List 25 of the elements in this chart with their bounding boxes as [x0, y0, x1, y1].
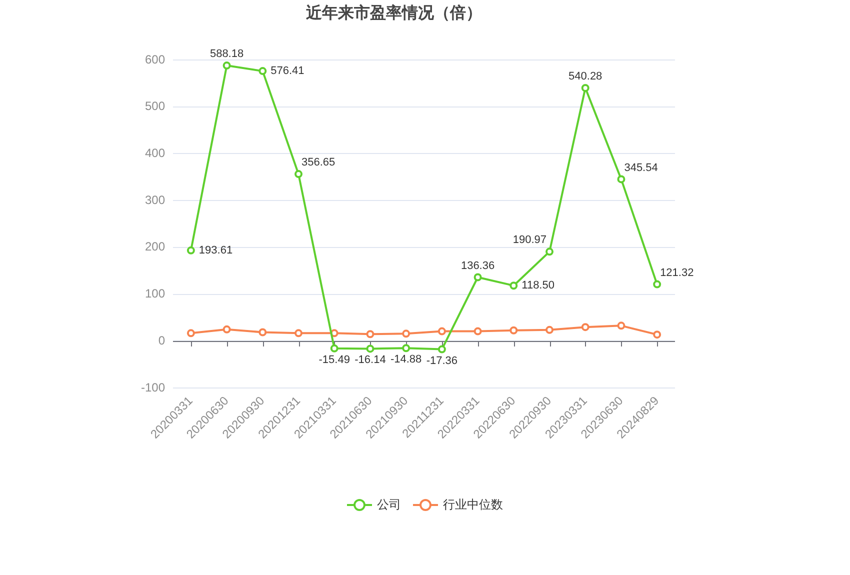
data-label: 576.41 — [270, 65, 304, 78]
y-tick-label: 0 — [158, 333, 166, 348]
y-tick-label: 600 — [144, 52, 166, 66]
data-label: 345.54 — [624, 162, 658, 174]
y-tick-label: 500 — [144, 99, 166, 114]
y-tick-label: 300 — [144, 192, 166, 207]
y-tick-label: -100 — [140, 380, 166, 394]
legend-label: 公司 — [377, 497, 401, 512]
data-label: 540.28 — [568, 70, 602, 83]
chart-title: 近年来市盈率情况（倍） — [305, 3, 482, 22]
data-label: -15.49 — [318, 354, 350, 366]
data-label: 121.32 — [660, 266, 694, 279]
data-label: -16.14 — [354, 354, 386, 366]
data-label: 588.18 — [210, 48, 244, 60]
y-tick-label: 100 — [144, 286, 166, 301]
data-label: -17.36 — [426, 354, 458, 367]
data-label: 193.61 — [198, 244, 233, 256]
data-label: 136.36 — [460, 260, 495, 272]
data-label: 118.50 — [522, 280, 554, 292]
data-label: -14.88 — [390, 354, 422, 366]
data-label: 356.65 — [301, 156, 336, 169]
y-tick-label: 400 — [144, 146, 166, 160]
y-tick-label: 200 — [144, 240, 166, 254]
legend-label: 行业中位数 — [443, 497, 503, 512]
data-label: 190.97 — [512, 234, 547, 246]
